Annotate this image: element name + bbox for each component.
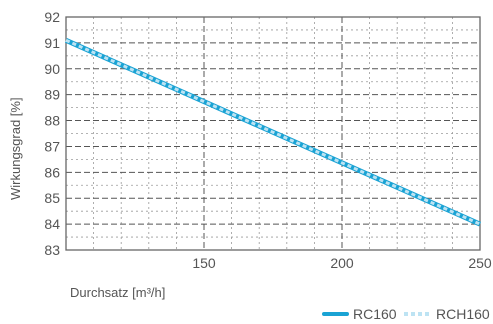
y-tick-label: 89: [44, 87, 60, 103]
y-tick-label: 88: [44, 113, 60, 129]
x-tick-label: 250: [468, 255, 492, 271]
legend: RC160 RCH160: [322, 306, 490, 322]
legend-label-rch160: RCH160: [436, 306, 490, 322]
series-line-rch160: [65, 38, 481, 226]
x-tick-labels: 150 200 250: [192, 255, 492, 271]
legend-label-rc160: RC160: [353, 306, 397, 322]
y-tick-labels: 83 84 85 86 87 88 89 90 91 92: [44, 9, 60, 258]
y-tick-label: 91: [44, 35, 60, 51]
x-axis-label: Durchsatz [m³/h]: [70, 285, 165, 300]
y-tick-label: 84: [44, 216, 60, 232]
plot-frame: [65, 16, 481, 251]
y-tick-label: 86: [44, 164, 60, 180]
y-tick-label: 87: [44, 138, 60, 154]
y-axis-label: Wirkungsgrad [%]: [8, 97, 23, 200]
y-tick-label: 85: [44, 190, 60, 206]
y-tick-label: 90: [44, 61, 60, 77]
y-tick-label: 83: [44, 242, 60, 258]
x-tick-label: 150: [192, 255, 216, 271]
x-tick-label: 200: [330, 255, 354, 271]
minor-grid: [66, 17, 480, 250]
y-tick-label: 92: [44, 9, 60, 25]
series-layer: [64, 38, 482, 227]
